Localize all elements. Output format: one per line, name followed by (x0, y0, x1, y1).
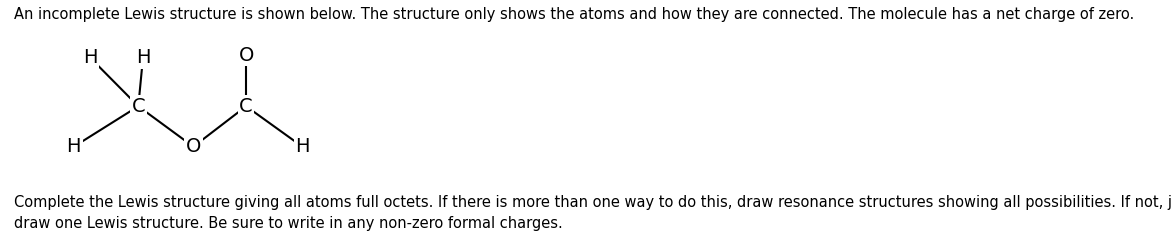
Text: O: O (238, 46, 254, 65)
Text: H: H (83, 48, 97, 67)
Text: C: C (239, 97, 253, 116)
Text: H: H (136, 48, 150, 67)
Text: O: O (185, 137, 202, 156)
Text: H: H (67, 137, 81, 156)
Text: draw one Lewis structure. Be sure to write in any non-zero formal charges.: draw one Lewis structure. Be sure to wri… (14, 216, 563, 231)
Text: An incomplete Lewis structure is shown below. The structure only shows the atoms: An incomplete Lewis structure is shown b… (14, 7, 1134, 22)
Text: Complete the Lewis structure giving all atoms full octets. If there is more than: Complete the Lewis structure giving all … (14, 195, 1172, 210)
Text: H: H (295, 137, 309, 156)
Text: C: C (131, 97, 145, 116)
